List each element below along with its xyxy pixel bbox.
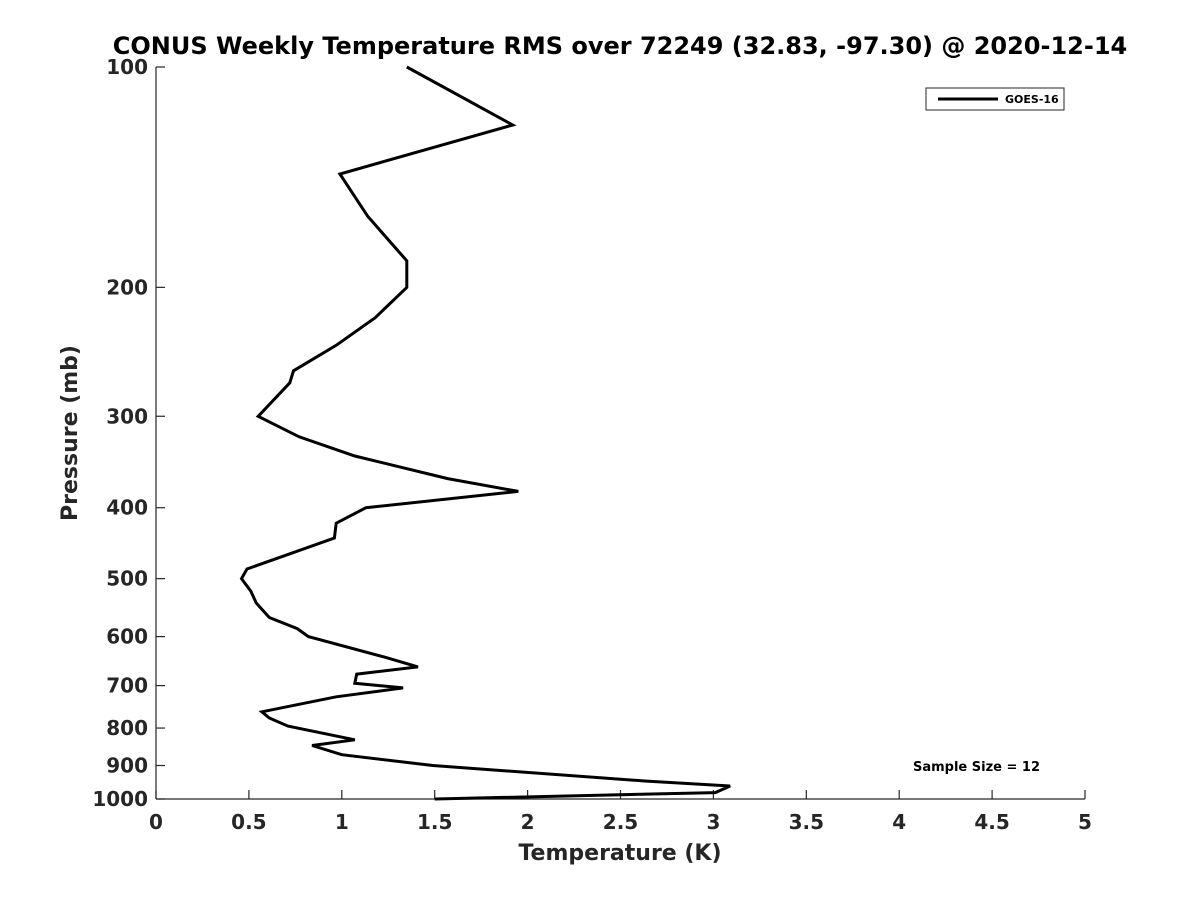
y-tick-label: 800 [106, 716, 148, 740]
y-axis-label: Pressure (mb) [58, 345, 83, 521]
y-tick-label: 500 [106, 567, 148, 591]
y-tick-label: 300 [106, 404, 148, 428]
legend-label-goes16: GOES-16 [1005, 93, 1059, 106]
legend: GOES-16 [925, 87, 1065, 111]
x-ticks: 0 0.5 1 1.5 2 2.5 3 3.5 4 4.5 5 [149, 790, 1092, 834]
x-tick-label: 4.5 [974, 810, 1009, 834]
y-tick-label: 900 [106, 754, 148, 778]
x-tick-label: 3.5 [789, 810, 824, 834]
x-tick-label: 3 [706, 810, 720, 834]
y-tick-label: 1000 [92, 787, 148, 811]
x-axis-label: Temperature (K) [518, 841, 721, 866]
series-group [239, 65, 731, 801]
y-tick-label: 400 [106, 496, 148, 520]
sample-size-annotation: Sample Size = 12 [913, 760, 1040, 775]
chart-title: CONUS Weekly Temperature RMS over 72249 … [113, 32, 1127, 60]
y-ticks: 100 200 300 400 500 600 700 800 900 1000 [92, 55, 165, 811]
y-tick-label: 700 [106, 674, 148, 698]
x-tick-label: 5 [1078, 810, 1092, 834]
series-line-goes-16 [239, 65, 731, 801]
y-tick-label: 100 [106, 55, 148, 79]
x-tick-label: 0.5 [231, 810, 266, 834]
x-tick-label: 4 [892, 810, 906, 834]
y-tick-label: 600 [106, 625, 148, 649]
y-tick-label: 200 [106, 275, 148, 299]
x-tick-label: 2 [521, 810, 535, 834]
x-tick-label: 1.5 [417, 810, 452, 834]
x-tick-label: 1 [335, 810, 349, 834]
x-tick-label: 2.5 [603, 810, 638, 834]
x-tick-label: 0 [149, 810, 163, 834]
